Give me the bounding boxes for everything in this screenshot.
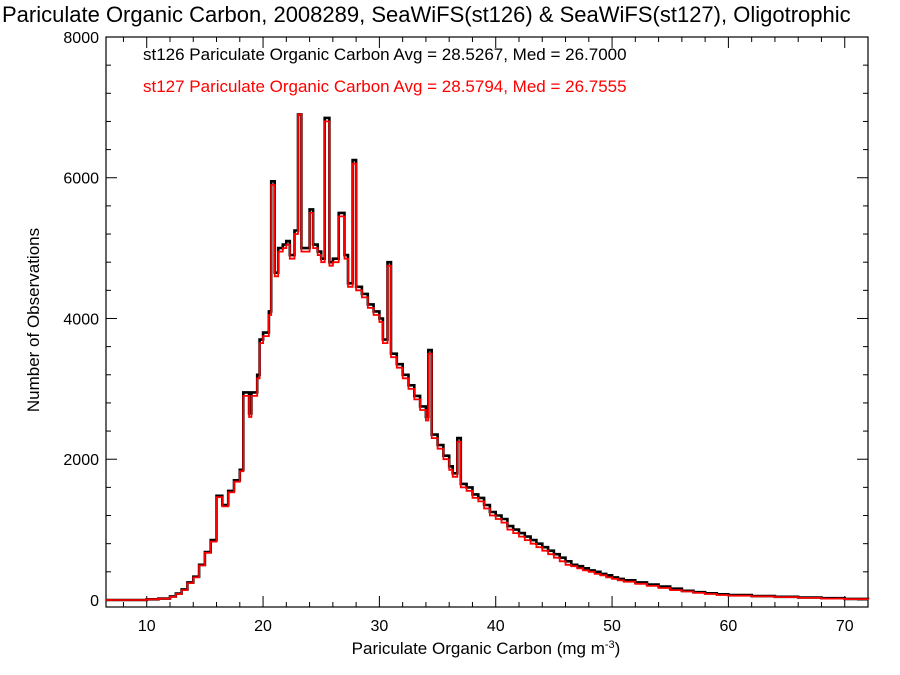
series-line-st127 [106,113,869,601]
major-ticks [106,36,868,607]
x-tick-label: 40 [487,618,505,635]
data-series [106,113,870,602]
y-tick-label: 2000 [63,452,99,469]
x-tick-label: 20 [254,618,272,635]
y-tick-label: 8000 [63,30,99,47]
x-tick-label: 60 [719,618,737,635]
legend-entry-st127: st127 Pariculate Organic Carbon Avg = 28… [143,77,627,96]
x-tick-label: 30 [370,618,388,635]
y-tick-label: 6000 [63,171,99,188]
plot-frame [105,36,869,608]
chart-title: Pariculate Organic Carbon, 2008289, SeaW… [2,2,851,27]
x-tick-labels: 10 20 30 40 50 60 70 [138,618,854,635]
y-axis-label: Number of Observations [24,228,43,412]
legend: st126 Pariculate Organic Carbon Avg = 28… [143,45,627,96]
legend-entry-st126: st126 Pariculate Organic Carbon Avg = 28… [143,45,627,64]
minor-ticks [106,37,869,607]
x-tick-label: 50 [603,618,621,635]
y-tick-labels: 0 2000 4000 6000 8000 [63,30,99,610]
plot-area [105,36,869,608]
y-tick-label: 0 [90,593,99,610]
x-tick-label: 10 [138,618,156,635]
x-tick-label: 70 [836,618,854,635]
y-tick-label: 4000 [63,311,99,328]
series-line-st126 [106,113,870,602]
x-axis-label: Pariculate Organic Carbon (mg m-3) [352,639,621,658]
